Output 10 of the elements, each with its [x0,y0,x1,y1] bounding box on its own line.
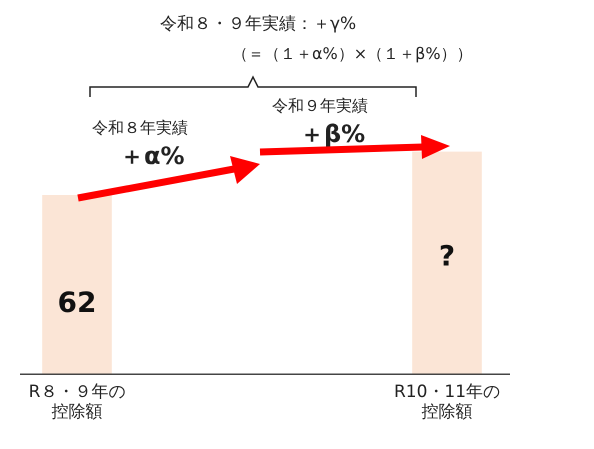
text: ＋β% [300,119,366,150]
text: 令和９年実績 [272,96,368,117]
data-label: 62 [58,286,96,320]
text: 令和８年実績 [92,118,188,139]
chart-title: 令和８・９年実績：＋γ% [160,13,356,35]
x-tick-label: R10・11年の控除額 [394,382,500,422]
chart-subtitle: （＝（１＋α%）×（１＋β%）） [232,44,473,65]
annotation: ＋α% [120,141,185,172]
data-label: ? [438,239,456,272]
x-tick-label: R８・９年の控除額 [28,382,126,422]
